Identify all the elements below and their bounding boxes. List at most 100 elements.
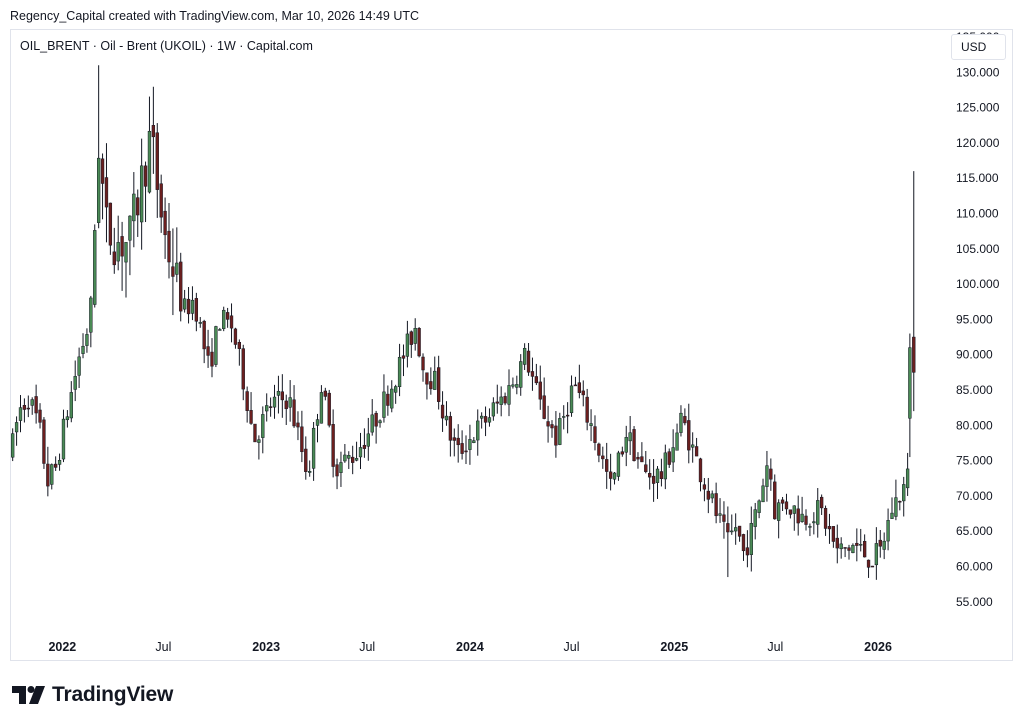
candle-body-down	[409, 331, 413, 345]
candle-body-up	[663, 452, 667, 480]
y-tick-label: 70.000	[956, 489, 993, 503]
candle-body-up	[339, 462, 343, 473]
candle-body-down	[898, 500, 902, 503]
candle-body-down	[878, 539, 882, 547]
candle-body-down	[186, 298, 191, 315]
candle-body-down	[835, 537, 839, 549]
candle-body-down	[237, 341, 242, 349]
candle-body-down	[495, 401, 499, 404]
brand-name: TradingView	[52, 683, 174, 706]
candle-body-down	[429, 381, 433, 390]
candle-body-down	[706, 490, 710, 500]
candle-body-down	[577, 382, 582, 393]
candle-body-up	[30, 399, 34, 406]
candle-body-down	[620, 451, 624, 455]
candle-body-up	[734, 527, 738, 532]
candle-body-down	[788, 509, 793, 515]
candle-body-up	[905, 468, 910, 489]
candle-body-up	[902, 484, 906, 502]
candle-body-down	[120, 236, 124, 257]
candle-body-down	[351, 456, 355, 463]
candle-body-up	[319, 392, 324, 424]
candle-body-up	[800, 513, 804, 522]
candle-body-down	[601, 455, 605, 460]
candle-body-down	[550, 424, 554, 429]
candle-body-up	[93, 230, 97, 305]
candle-body-down	[159, 183, 163, 218]
candle-body-up	[612, 472, 617, 480]
candle-body-down	[608, 471, 613, 479]
x-tick-label: 2025	[660, 640, 688, 654]
candle-body-up	[511, 384, 515, 387]
candle-body-up	[73, 376, 77, 390]
x-tick-label: Jul	[564, 640, 580, 654]
candle-body-up	[812, 521, 816, 524]
candle-body-down	[245, 391, 249, 411]
candle-body-down	[34, 396, 38, 414]
y-tick-label: 110.000	[956, 207, 999, 221]
candle-body-down	[202, 320, 206, 350]
candle-body-down	[440, 404, 445, 419]
x-tick-label: Jul	[359, 640, 375, 654]
currency-button[interactable]: USD	[951, 34, 1006, 60]
candle-body-down	[280, 391, 284, 401]
candle-body-down	[417, 328, 421, 357]
candle-body-up	[394, 386, 398, 393]
candle-body-down	[847, 547, 851, 551]
candle-body-up	[679, 412, 683, 433]
y-tick-label: 65.000	[956, 524, 993, 538]
candle-body-down	[912, 336, 916, 373]
candle-body-up	[370, 414, 374, 433]
candle-body-up	[378, 420, 382, 424]
candle-body-down	[683, 416, 687, 424]
candle-body-down	[335, 464, 339, 477]
candle-body-down	[538, 381, 542, 400]
candle-body-up	[839, 543, 843, 550]
candle-body-up	[413, 327, 417, 344]
candle-body-down	[741, 534, 746, 552]
candle-body-up	[85, 334, 89, 346]
candle-body-up	[276, 391, 281, 396]
candle-body-up	[81, 345, 85, 354]
candle-body-down	[249, 410, 253, 424]
candle-body-up	[476, 420, 480, 441]
candle-body-up	[562, 416, 566, 418]
brand-footer: TradingView	[12, 683, 173, 707]
candle-body-down	[374, 412, 378, 427]
candle-body-down	[26, 407, 30, 410]
tradingview-logo-icon	[12, 686, 45, 704]
candle-body-up	[859, 543, 863, 546]
candle-body-up	[222, 309, 226, 329]
candle-body-down	[784, 501, 789, 510]
candle-body-down	[823, 508, 828, 529]
candle-body-down	[151, 125, 156, 138]
candle-body-down	[108, 202, 113, 246]
symbol-legend[interactable]: OIL_BRENT · Oil - Brent (UKOIL) · 1W · C…	[20, 39, 313, 53]
candle-body-up	[777, 502, 781, 521]
candle-body-down	[42, 419, 46, 464]
candle-body-up	[366, 433, 370, 447]
candle-body-up	[14, 422, 19, 433]
candle-body-down	[870, 565, 875, 568]
candle-body-down	[585, 396, 589, 423]
candle-body-up	[116, 242, 120, 262]
candle-body-down	[855, 542, 859, 546]
candle-body-down	[687, 420, 691, 451]
candle-body-up	[472, 440, 476, 443]
candle-body-up	[77, 356, 81, 376]
candle-body-up	[761, 485, 765, 503]
candle-body-up	[522, 347, 527, 365]
candle-body-down	[862, 541, 867, 558]
candle-body-up	[479, 415, 484, 419]
candle-body-up	[182, 298, 187, 310]
candle-body-up	[347, 455, 351, 459]
candle-body-up	[816, 500, 820, 525]
candle-body-up	[749, 523, 753, 555]
candle-body-up	[792, 505, 796, 514]
candle-body-down	[452, 437, 456, 441]
candle-body-up	[890, 512, 894, 519]
candle-body-down	[155, 132, 159, 190]
candle-body-down	[304, 448, 308, 472]
candle-body-up	[57, 460, 62, 465]
